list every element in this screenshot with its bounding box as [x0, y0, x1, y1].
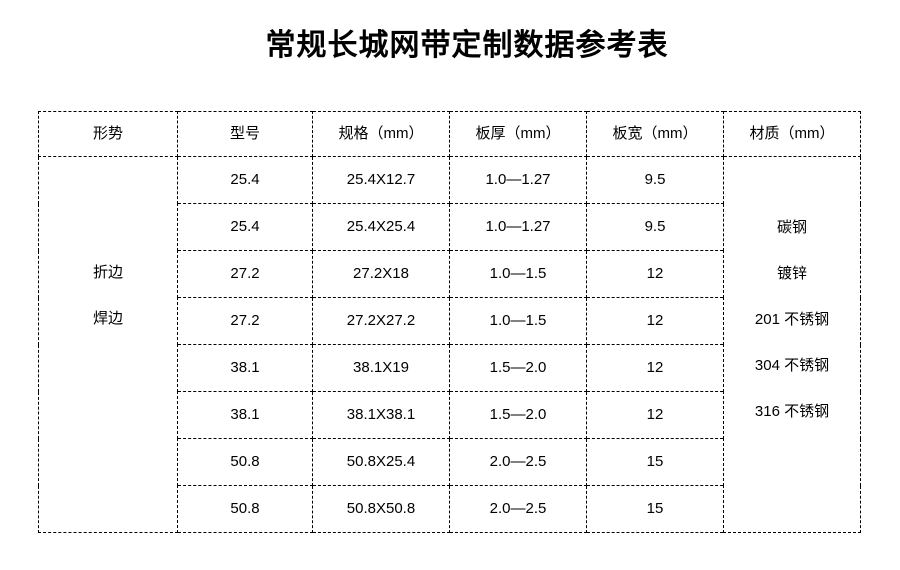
- edge-type-label: 折边: [92, 264, 123, 281]
- cell-spec: 25.4X25.4: [312, 203, 450, 251]
- cell-model: 25.4: [177, 203, 313, 251]
- table-row: 27.2 27.2X27.2 1.0—1.5 12: [39, 297, 861, 345]
- cell-model: 50.8: [177, 485, 313, 533]
- cell-spec: 25.4X12.7: [312, 156, 450, 204]
- table-row: 折边 焊边 25.4 25.4X12.7 1.0—1.27 9.5 碳钢 镀锌 …: [38, 156, 861, 533]
- cell-model: 38.1: [177, 391, 313, 439]
- edge-type-label: 焊边: [92, 310, 123, 327]
- cell-spec: 38.1X38.1: [312, 391, 450, 439]
- cell-thickness: 2.0—2.5: [449, 485, 587, 533]
- cell-width: 9.5: [586, 203, 724, 251]
- col-header-width: 板宽（mm）: [586, 111, 724, 157]
- cell-thickness: 2.0—2.5: [449, 438, 587, 486]
- cell-model: 38.1: [177, 344, 313, 392]
- cell-thickness: 1.0—1.27: [449, 156, 587, 204]
- table-row: 25.4 25.4X25.4 1.0—1.27 9.5: [39, 203, 861, 251]
- cell-spec: 27.2X18: [312, 250, 450, 298]
- col-header-shape: 形势: [38, 111, 178, 157]
- material-label: 碳钢: [776, 219, 807, 236]
- page-title: 常规长城网带定制数据参考表: [265, 29, 669, 62]
- table-row: 38.1 38.1X19 1.5—2.0 12: [39, 344, 861, 392]
- cell-width: 12: [586, 250, 724, 298]
- cell-model: 27.2: [177, 250, 313, 298]
- cell-model: 27.2: [177, 297, 313, 345]
- header-row: 形势 型号 规格（mm） 板厚（mm） 板宽（mm） 材质（mm）: [38, 111, 861, 157]
- cell-width: 12: [586, 391, 724, 439]
- col-header-thickness: 板厚（mm）: [449, 111, 587, 157]
- material-label: 201 不锈钢: [754, 311, 830, 328]
- cell-thickness: 1.5—2.0: [449, 344, 587, 392]
- cell-spec: 27.2X27.2: [312, 297, 450, 345]
- material-label: 镀锌: [776, 265, 807, 282]
- table-row: 27.2 27.2X18 1.0—1.5 12: [39, 250, 861, 298]
- material-merged-cell: 碳钢 镀锌 201 不锈钢 304 不锈钢 316 不锈钢: [723, 156, 861, 533]
- cell-width: 12: [586, 297, 724, 345]
- cell-width: 15: [586, 485, 724, 533]
- cell-thickness: 1.5—2.0: [449, 391, 587, 439]
- col-header-model: 型号: [177, 111, 313, 157]
- cell-thickness: 1.0—1.27: [449, 203, 587, 251]
- spec-table: 形势 型号 规格（mm） 板厚（mm） 板宽（mm） 材质（mm） 折边 焊边 …: [38, 111, 861, 533]
- cell-thickness: 1.0—1.5: [449, 250, 587, 298]
- cell-thickness: 1.0—1.5: [449, 297, 587, 345]
- cell-spec: 38.1X19: [312, 344, 450, 392]
- material-label: 316 不锈钢: [754, 403, 830, 420]
- table-row: 50.8 50.8X25.4 2.0—2.5 15: [39, 438, 861, 486]
- cell-model: 50.8: [177, 438, 313, 486]
- table-row: 50.8 50.8X50.8 2.0—2.5 15: [39, 485, 861, 533]
- cell-width: 15: [586, 438, 724, 486]
- cell-width: 12: [586, 344, 724, 392]
- table-row: 38.1 38.1X38.1 1.5—2.0 12: [39, 391, 861, 439]
- cell-width: 9.5: [586, 156, 724, 204]
- cell-spec: 50.8X25.4: [312, 438, 450, 486]
- col-header-spec: 规格（mm）: [312, 111, 450, 157]
- col-header-material: 材质（mm）: [723, 111, 861, 157]
- cell-model: 25.4: [177, 156, 313, 204]
- shape-merged-cell: 折边 焊边: [38, 156, 178, 533]
- material-label: 304 不锈钢: [754, 357, 830, 374]
- cell-spec: 50.8X50.8: [312, 485, 450, 533]
